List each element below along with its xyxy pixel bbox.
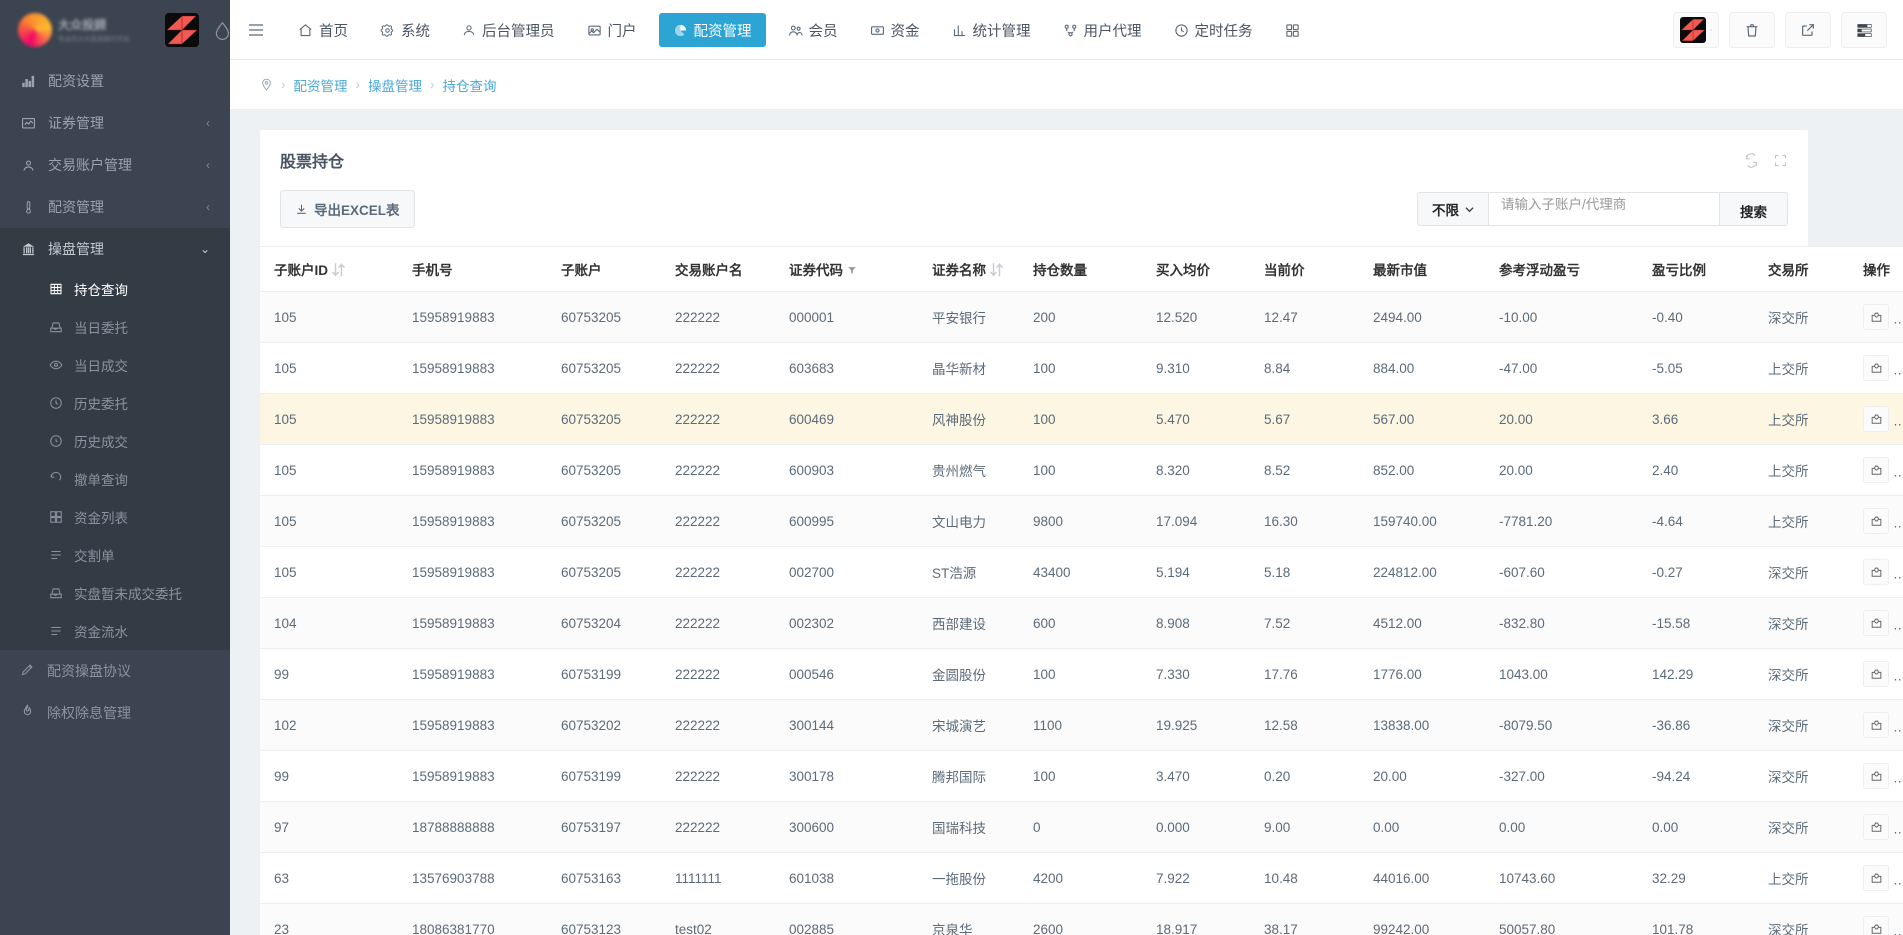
svg-text:专业的大众投资顾问平台: 专业的大众投资顾问平台	[58, 34, 130, 43]
svg-text:大众投顾: 大众投顾	[58, 17, 106, 32]
